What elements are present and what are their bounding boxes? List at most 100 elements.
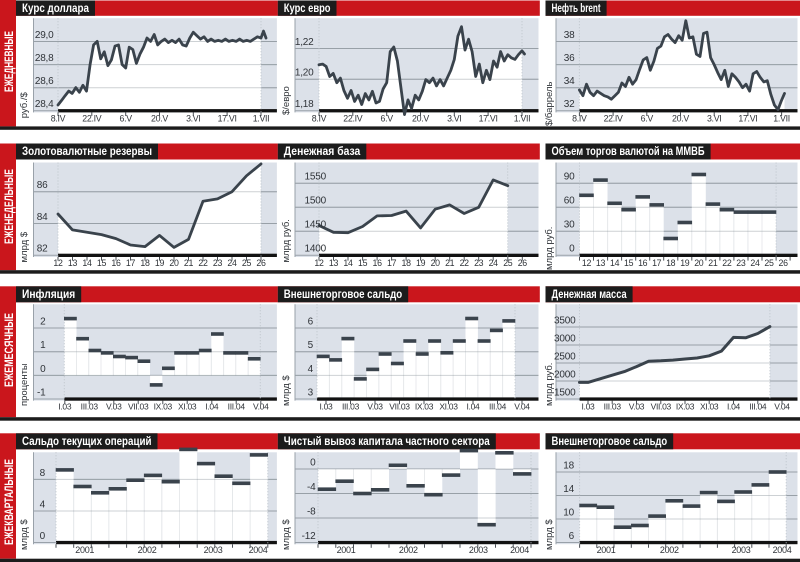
svg-text:Сальдо текущих операций: Сальдо текущих операций xyxy=(22,434,152,448)
svg-text:28,8: 28,8 xyxy=(35,53,54,64)
svg-text:млрд $: млрд $ xyxy=(281,519,292,550)
svg-text:34: 34 xyxy=(564,76,575,87)
svg-text:2002: 2002 xyxy=(660,545,679,555)
svg-text:3.VI: 3.VI xyxy=(447,114,461,124)
svg-text:13: 13 xyxy=(596,258,606,268)
svg-text:8.IV: 8.IV xyxy=(51,114,66,124)
svg-text:29,0: 29,0 xyxy=(35,30,54,41)
svg-text:23: 23 xyxy=(213,258,223,268)
svg-text:24: 24 xyxy=(750,258,760,268)
svg-text:2003: 2003 xyxy=(732,545,751,555)
svg-text:III.03: III.03 xyxy=(342,402,360,412)
svg-text:13: 13 xyxy=(68,258,78,268)
svg-text:-12: -12 xyxy=(302,531,316,542)
svg-text:17.VI: 17.VI xyxy=(218,114,237,124)
svg-text:3: 3 xyxy=(308,387,314,398)
svg-text:20.V: 20.V xyxy=(151,114,168,124)
svg-text:-1: -1 xyxy=(37,387,46,398)
svg-text:III.04: III.04 xyxy=(489,402,507,412)
svg-text:млрд $: млрд $ xyxy=(544,519,555,550)
svg-text:0: 0 xyxy=(310,457,316,468)
svg-text:2001: 2001 xyxy=(597,545,616,555)
svg-text:I.03: I.03 xyxy=(582,402,596,412)
svg-text:1: 1 xyxy=(40,340,46,351)
svg-text:I.04: I.04 xyxy=(467,402,481,412)
svg-text:млрд $: млрд $ xyxy=(281,375,292,406)
svg-text:3.VI: 3.VI xyxy=(186,114,200,124)
svg-text:18: 18 xyxy=(140,258,150,268)
svg-text:2004: 2004 xyxy=(510,545,529,555)
svg-text:12: 12 xyxy=(582,258,592,268)
svg-text:IX.03: IX.03 xyxy=(676,402,695,412)
svg-text:3500: 3500 xyxy=(554,315,576,326)
svg-text:14: 14 xyxy=(563,484,574,495)
svg-text:82: 82 xyxy=(37,244,48,255)
svg-text:$/баррель: $/баррель xyxy=(544,81,555,126)
svg-text:25: 25 xyxy=(503,258,513,268)
svg-text:0: 0 xyxy=(40,364,46,375)
svg-text:Нефть brent: Нефть brent xyxy=(552,1,601,15)
svg-text:17.VI: 17.VI xyxy=(479,114,498,124)
svg-text:22: 22 xyxy=(722,258,732,268)
svg-text:XI.03: XI.03 xyxy=(178,402,197,412)
svg-text:Внешнеторговое сальдо: Внешнеторговое сальдо xyxy=(552,434,668,448)
svg-text:16: 16 xyxy=(373,258,383,268)
svg-text:22.IV: 22.IV xyxy=(343,114,362,124)
svg-text:32: 32 xyxy=(564,99,575,110)
svg-text:84: 84 xyxy=(37,212,48,223)
svg-text:19: 19 xyxy=(680,258,690,268)
svg-text:4: 4 xyxy=(40,499,46,510)
svg-text:I.03: I.03 xyxy=(58,402,72,412)
svg-text:22.IV: 22.IV xyxy=(82,114,101,124)
svg-text:24: 24 xyxy=(489,258,499,268)
svg-text:6: 6 xyxy=(308,316,314,327)
svg-text:28,4: 28,4 xyxy=(35,99,54,110)
svg-text:Золотовалютные резервы: Золотовалютные резервы xyxy=(22,144,152,158)
svg-text:5: 5 xyxy=(308,340,314,351)
svg-text:23: 23 xyxy=(736,258,746,268)
svg-text:23: 23 xyxy=(474,258,484,268)
svg-text:17: 17 xyxy=(652,258,662,268)
svg-text:21: 21 xyxy=(445,258,455,268)
svg-text:1450: 1450 xyxy=(305,220,327,231)
svg-text:18: 18 xyxy=(666,258,676,268)
svg-text:2500: 2500 xyxy=(554,351,576,362)
svg-text:ЕЖЕНЕДЕЛЬНЫЕ: ЕЖЕНЕДЕЛЬНЫЕ xyxy=(2,169,16,244)
svg-text:2001: 2001 xyxy=(75,545,94,555)
svg-text:15: 15 xyxy=(624,258,634,268)
svg-text:22: 22 xyxy=(198,258,208,268)
svg-text:Внешнеторговое сальдо: Внешнеторговое сальдо xyxy=(284,287,402,301)
svg-text:25: 25 xyxy=(764,258,774,268)
svg-text:XI.03: XI.03 xyxy=(439,402,458,412)
svg-text:25: 25 xyxy=(242,258,252,268)
svg-text:IX.03: IX.03 xyxy=(154,402,173,412)
svg-text:1400: 1400 xyxy=(305,244,327,255)
svg-text:16: 16 xyxy=(111,258,121,268)
svg-text:2000: 2000 xyxy=(554,369,576,380)
svg-text:8.IV: 8.IV xyxy=(572,114,587,124)
svg-text:10: 10 xyxy=(563,507,574,518)
svg-text:15: 15 xyxy=(97,258,107,268)
svg-text:38: 38 xyxy=(564,30,575,41)
svg-text:I.03: I.03 xyxy=(320,402,334,412)
svg-text:22: 22 xyxy=(460,258,470,268)
svg-text:млрд руб.: млрд руб. xyxy=(281,219,292,262)
svg-text:16: 16 xyxy=(638,258,648,268)
svg-text:19: 19 xyxy=(155,258,165,268)
svg-text:19: 19 xyxy=(416,258,426,268)
svg-text:20.V: 20.V xyxy=(672,114,689,124)
svg-text:Объем торгов валютой на ММВБ: Объем торгов валютой на ММВБ xyxy=(552,144,706,158)
svg-text:2004: 2004 xyxy=(773,545,792,555)
svg-text:2004: 2004 xyxy=(249,545,268,555)
svg-text:12: 12 xyxy=(314,258,324,268)
svg-text:ЕЖЕМЕСЯЧНЫЕ: ЕЖЕМЕСЯЧНЫЕ xyxy=(2,313,16,387)
svg-text:III.03: III.03 xyxy=(604,402,622,412)
svg-text:руб./$: руб./$ xyxy=(19,92,30,119)
svg-text:20: 20 xyxy=(169,258,179,268)
svg-text:6.V: 6.V xyxy=(641,114,654,124)
svg-text:2001: 2001 xyxy=(337,545,356,555)
svg-text:V.03: V.03 xyxy=(367,402,383,412)
svg-text:26: 26 xyxy=(779,258,789,268)
svg-text:36: 36 xyxy=(564,53,575,64)
svg-text:6.V: 6.V xyxy=(381,114,394,124)
